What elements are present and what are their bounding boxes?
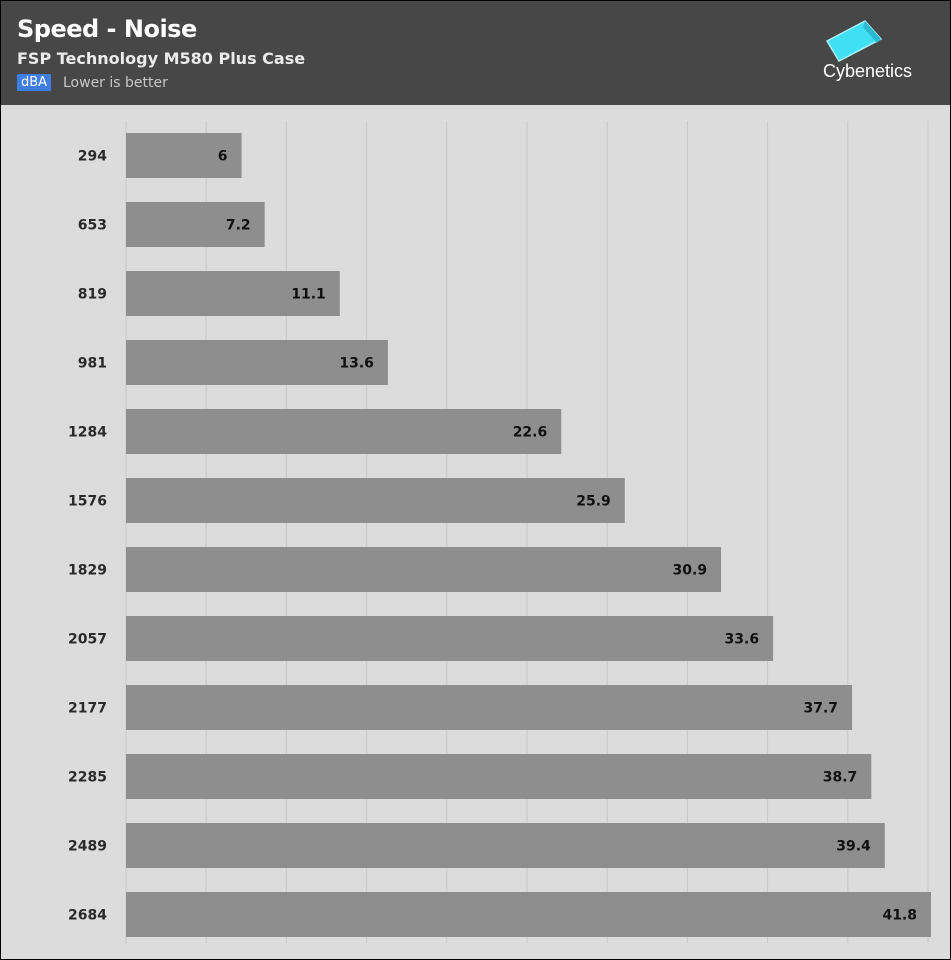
value-label: 22.6 [513, 425, 548, 441]
bar-2285 [126, 754, 872, 799]
unit-badge: dBA [17, 74, 52, 91]
cybenetics-logo-icon [825, 20, 883, 62]
value-label: 38.7 [823, 770, 858, 786]
value-label: 7.2 [226, 218, 251, 234]
logo-text: Cybenetics [823, 61, 913, 81]
category-label: 294 [78, 149, 107, 165]
bar-294 [126, 133, 242, 178]
category-label: 2489 [68, 839, 107, 855]
value-label: 37.7 [803, 701, 838, 717]
category-label: 2285 [68, 770, 107, 786]
bar-2057 [126, 616, 774, 661]
category-label: 1829 [68, 563, 107, 579]
value-label: 30.9 [673, 563, 708, 579]
value-label: 13.6 [339, 356, 374, 372]
category-label: 1576 [68, 494, 107, 510]
lower-is-better-note: Lower is better [63, 75, 168, 91]
category-label: 2177 [68, 701, 107, 717]
category-label: 1284 [68, 425, 107, 441]
category-label: 653 [78, 218, 107, 234]
chart-header: Speed - Noise FSP Technology M580 Plus C… [1, 1, 950, 105]
value-label: 33.6 [725, 632, 760, 648]
chart-subtitle: FSP Technology M580 Plus Case [17, 49, 306, 68]
value-label: 6 [218, 149, 228, 165]
bar-1576 [126, 478, 625, 523]
category-label: 2057 [68, 632, 107, 648]
bar-653 [126, 202, 265, 247]
category-label: 981 [78, 356, 107, 372]
chart-title: Speed - Noise [17, 15, 197, 43]
value-label: 41.8 [882, 908, 917, 924]
category-label: 2684 [68, 908, 107, 924]
bar-1284 [126, 409, 562, 454]
value-label: 11.1 [291, 287, 326, 303]
value-label: 25.9 [576, 494, 611, 510]
category-label: 819 [78, 287, 107, 303]
bar-2489 [126, 823, 885, 868]
bar-2684 [126, 892, 931, 937]
bar-chart: 294 6 653 7.2 819 11.1 981 13.6 1284 22.6 1576 25.9… [68, 121, 931, 943]
value-label: 39.4 [836, 839, 871, 855]
bar-2177 [126, 685, 853, 730]
bar-1829 [126, 547, 722, 592]
bar-981 [126, 340, 388, 385]
bar-819 [126, 271, 340, 316]
